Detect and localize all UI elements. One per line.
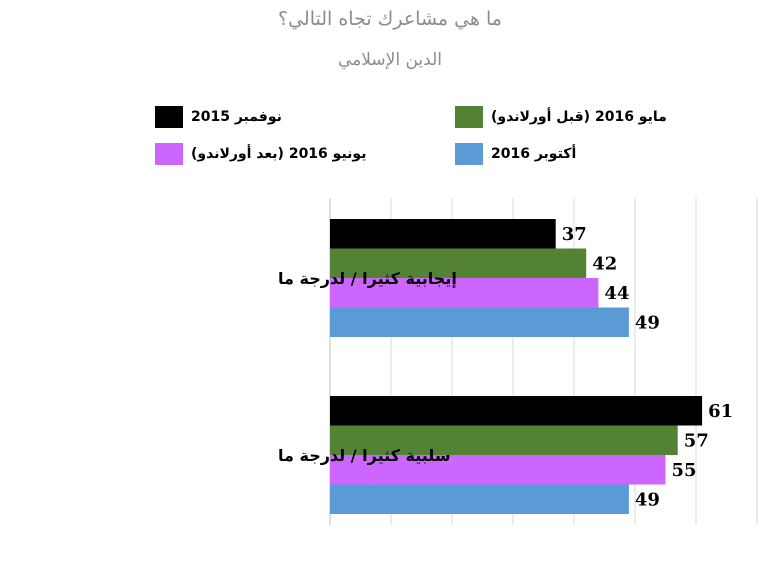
legend-label: نوفمبر 2015 — [191, 109, 282, 125]
bar — [330, 484, 629, 514]
legend-item-jun-2016: يونيو 2016 (بعد أورلاندو) — [155, 143, 366, 165]
data-label: 37 — [562, 224, 587, 245]
legend-item-may-2016: مايو 2016 (قبل أورلاندو) — [455, 106, 667, 128]
legend-item-oct-2016: أكتوبر 2016 — [455, 143, 576, 165]
legend-label: يونيو 2016 (بعد أورلاندو) — [191, 146, 367, 162]
legend-label: أكتوبر 2016 — [491, 146, 577, 162]
legend-swatch — [455, 106, 483, 128]
data-label: 55 — [672, 460, 697, 481]
bar — [330, 396, 703, 426]
data-label: 61 — [708, 401, 733, 422]
chart-title: ما هي مشاعرك تجاه التالي؟ — [278, 8, 502, 30]
category-label: إيجابية كثيرا / لدرجة ما — [278, 269, 457, 288]
chart-subtitle: الدين الإسلامي — [338, 50, 442, 70]
bar — [330, 455, 666, 485]
data-label: 42 — [592, 253, 617, 274]
legend-label: مايو 2016 (قبل أورلاندو) — [491, 109, 667, 125]
category-label: سلبية كثيرا / لدرجة ما — [278, 446, 451, 465]
bar — [330, 248, 587, 278]
bar — [330, 307, 629, 337]
bar — [330, 425, 678, 455]
bar — [330, 278, 599, 308]
data-label: 44 — [604, 283, 629, 304]
bar — [330, 219, 556, 249]
legend-swatch — [455, 143, 483, 165]
data-label: 49 — [635, 312, 660, 333]
legend-swatch — [155, 143, 183, 165]
legend-item-nov-2015: نوفمبر 2015 — [155, 106, 282, 128]
data-label: 49 — [635, 489, 660, 510]
data-label: 57 — [684, 430, 709, 451]
legend-swatch — [155, 106, 183, 128]
